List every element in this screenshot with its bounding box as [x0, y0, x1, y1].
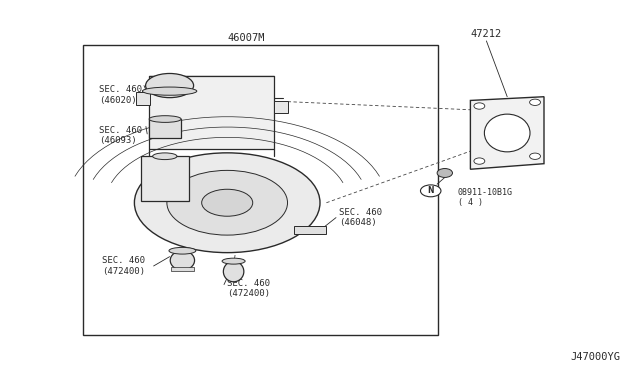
Text: SEC. 460
(46048): SEC. 460 (46048): [339, 208, 382, 227]
Ellipse shape: [153, 153, 177, 160]
Ellipse shape: [202, 189, 253, 216]
Text: SEC. 460
(472400): SEC. 460 (472400): [102, 256, 145, 276]
Ellipse shape: [484, 114, 530, 152]
Bar: [141, 156, 189, 201]
Circle shape: [437, 169, 452, 177]
Bar: [171, 267, 194, 271]
Text: SEC. 460
(472400): SEC. 460 (472400): [227, 279, 270, 298]
Text: 46007M: 46007M: [228, 33, 265, 43]
Ellipse shape: [223, 261, 244, 282]
Text: J47000YG: J47000YG: [571, 352, 621, 362]
Bar: [136, 92, 150, 105]
Text: 47212: 47212: [471, 29, 502, 39]
Bar: [83, 45, 438, 335]
Circle shape: [474, 103, 485, 109]
Circle shape: [529, 99, 540, 105]
Ellipse shape: [169, 247, 196, 254]
Text: SEC. 460
(46093): SEC. 460 (46093): [99, 126, 142, 145]
Bar: [274, 101, 288, 112]
Ellipse shape: [222, 258, 245, 264]
Circle shape: [474, 158, 485, 164]
Ellipse shape: [134, 153, 320, 253]
Ellipse shape: [149, 116, 181, 122]
Ellipse shape: [146, 74, 194, 97]
Bar: [294, 226, 326, 234]
Ellipse shape: [143, 87, 197, 95]
Bar: [149, 119, 181, 138]
Polygon shape: [470, 97, 544, 169]
Text: 08911-10B1G
( 4 ): 08911-10B1G ( 4 ): [458, 188, 513, 207]
Bar: [149, 76, 274, 149]
Circle shape: [529, 153, 540, 159]
Ellipse shape: [167, 170, 287, 235]
Text: N: N: [428, 186, 434, 195]
Ellipse shape: [170, 251, 195, 270]
Circle shape: [420, 185, 441, 197]
Text: SEC. 460
(46020): SEC. 460 (46020): [99, 85, 142, 105]
